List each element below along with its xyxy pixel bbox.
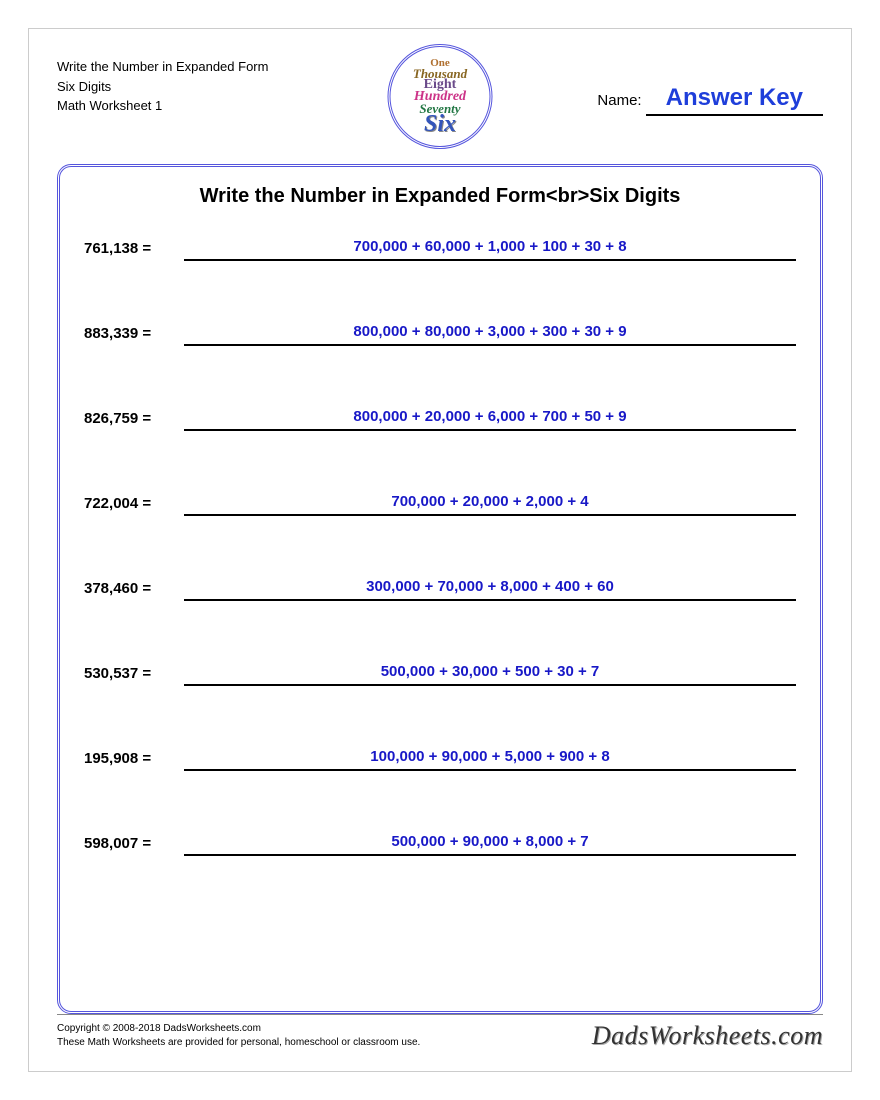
problem-row: 530,537 = 500,000 + 30,000 + 500 + 30 + … — [84, 663, 796, 686]
problem-number: 761,138 = — [84, 240, 184, 261]
copyright-text: Copyright © 2008-2018 DadsWorksheets.com — [57, 1022, 420, 1036]
footer-site: DadsWorksheets.com — [592, 1021, 823, 1051]
problem-answer: 700,000 + 60,000 + 1,000 + 100 + 30 + 8 — [184, 238, 796, 261]
logo-container: One Thousand Eight Hundred Seventy Six — [388, 44, 493, 149]
header-worksheet-number: Math Worksheet 1 — [57, 96, 337, 116]
problem-row: 378,460 = 300,000 + 70,000 + 8,000 + 400… — [84, 578, 796, 601]
problem-answer: 300,000 + 70,000 + 8,000 + 400 + 60 — [184, 578, 796, 601]
problem-row: 722,004 = 700,000 + 20,000 + 2,000 + 4 — [84, 493, 796, 516]
problem-number: 195,908 = — [84, 750, 184, 771]
page-header: Write the Number in Expanded Form Six Di… — [29, 29, 851, 149]
name-field-area: Name: Answer Key — [597, 84, 823, 116]
problem-answer: 500,000 + 30,000 + 500 + 30 + 7 — [184, 663, 796, 686]
problem-number: 722,004 = — [84, 495, 184, 516]
logo-line-6: Six — [413, 114, 467, 134]
page-footer: Copyright © 2008-2018 DadsWorksheets.com… — [57, 1014, 823, 1051]
problem-row: 883,339 = 800,000 + 80,000 + 3,000 + 300… — [84, 323, 796, 346]
problem-number: 883,339 = — [84, 325, 184, 346]
logo-circle: One Thousand Eight Hundred Seventy Six — [388, 44, 493, 149]
answer-key-text: Answer Key — [646, 84, 823, 116]
footer-text: Copyright © 2008-2018 DadsWorksheets.com… — [57, 1022, 420, 1050]
header-subtitle: Six Digits — [57, 77, 337, 97]
logo-text: One Thousand Eight Hundred Seventy Six — [413, 59, 467, 135]
problem-row: 195,908 = 100,000 + 90,000 + 5,000 + 900… — [84, 748, 796, 771]
problem-answer: 500,000 + 90,000 + 8,000 + 7 — [184, 833, 796, 856]
problem-row: 826,759 = 800,000 + 20,000 + 6,000 + 700… — [84, 408, 796, 431]
worksheet-page: Write the Number in Expanded Form Six Di… — [28, 28, 852, 1072]
problem-answer: 100,000 + 90,000 + 5,000 + 900 + 8 — [184, 748, 796, 771]
problem-answer: 800,000 + 20,000 + 6,000 + 700 + 50 + 9 — [184, 408, 796, 431]
problem-row: 761,138 = 700,000 + 60,000 + 1,000 + 100… — [84, 238, 796, 261]
problem-number: 826,759 = — [84, 410, 184, 431]
problem-number: 530,537 = — [84, 665, 184, 686]
worksheet-frame: Write the Number in Expanded Form<br>Six… — [57, 164, 823, 1014]
header-title: Write the Number in Expanded Form — [57, 57, 337, 77]
header-info: Write the Number in Expanded Form Six Di… — [57, 57, 337, 116]
footer-note: These Math Worksheets are provided for p… — [57, 1036, 420, 1050]
name-label: Name: — [597, 92, 641, 109]
problem-number: 598,007 = — [84, 835, 184, 856]
problem-number: 378,460 = — [84, 580, 184, 601]
worksheet-title: Write the Number in Expanded Form<br>Six… — [84, 185, 796, 208]
problem-answer: 700,000 + 20,000 + 2,000 + 4 — [184, 493, 796, 516]
problem-row: 598,007 = 500,000 + 90,000 + 8,000 + 7 — [84, 833, 796, 856]
problem-answer: 800,000 + 80,000 + 3,000 + 300 + 30 + 9 — [184, 323, 796, 346]
